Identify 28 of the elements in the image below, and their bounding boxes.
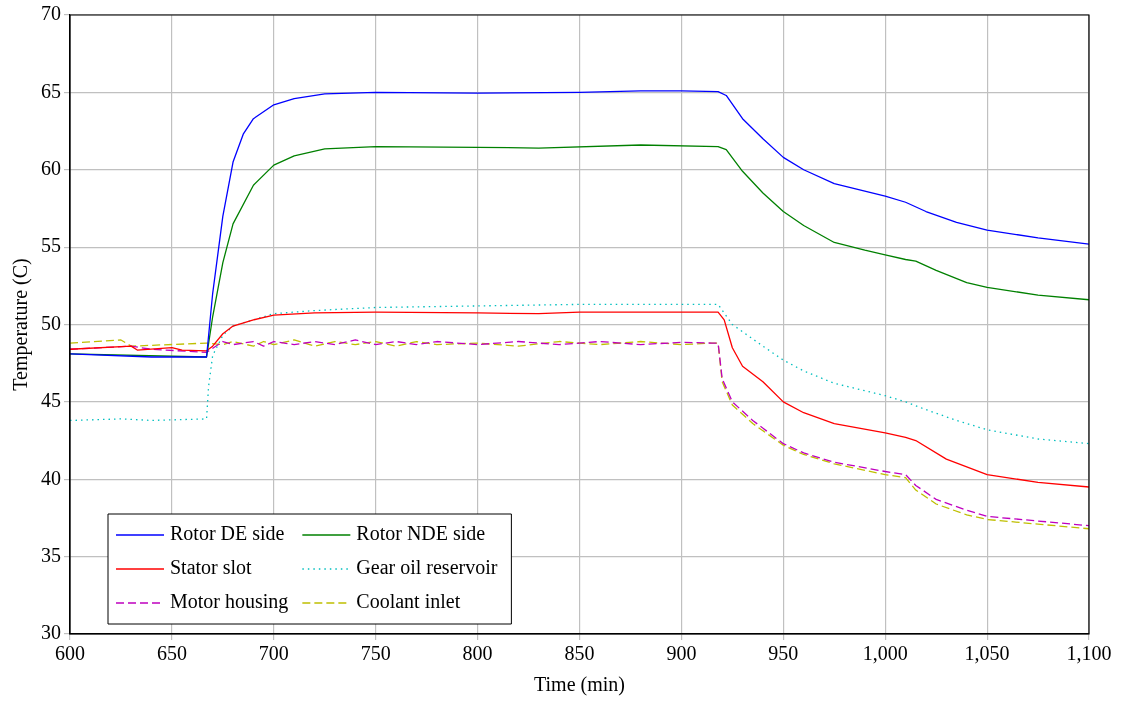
legend-label: Motor housing xyxy=(170,590,289,614)
y-axis-title: Temperature (C) xyxy=(9,258,33,391)
x-tick-label: 900 xyxy=(666,642,697,665)
x-tick-label: 600 xyxy=(55,642,85,665)
x-tick-label: 800 xyxy=(462,642,493,665)
legend-label: Rotor NDE side xyxy=(356,522,486,545)
legend-label: Coolant inlet xyxy=(356,590,461,613)
x-tick-label: 700 xyxy=(258,642,289,665)
y-tick-label: 60 xyxy=(41,157,61,179)
legend-label: Rotor DE side xyxy=(170,522,285,545)
x-tick-label: 850 xyxy=(564,642,595,665)
x-tick-label: 1,100 xyxy=(1066,642,1112,665)
y-tick-label: 40 xyxy=(41,466,61,489)
y-tick-label: 50 xyxy=(41,311,61,334)
y-tick-label: 70 xyxy=(41,2,61,25)
y-tick-label: 35 xyxy=(41,543,61,566)
y-tick-label: 65 xyxy=(41,79,61,102)
y-tick-label: 45 xyxy=(41,389,61,412)
x-tick-label: 1,000 xyxy=(862,642,908,665)
y-tick-label: 30 xyxy=(41,621,61,644)
x-axis-title: Time (min) xyxy=(534,673,625,697)
legend-label: Gear oil reservoir xyxy=(356,556,498,579)
legend-label: Stator slot xyxy=(170,556,253,579)
x-tick-label: 650 xyxy=(156,642,187,665)
x-tick-label: 950 xyxy=(768,642,799,665)
x-tick-label: 1,050 xyxy=(964,642,1010,665)
y-tick-label: 55 xyxy=(41,234,61,257)
x-tick-label: 750 xyxy=(360,642,391,665)
